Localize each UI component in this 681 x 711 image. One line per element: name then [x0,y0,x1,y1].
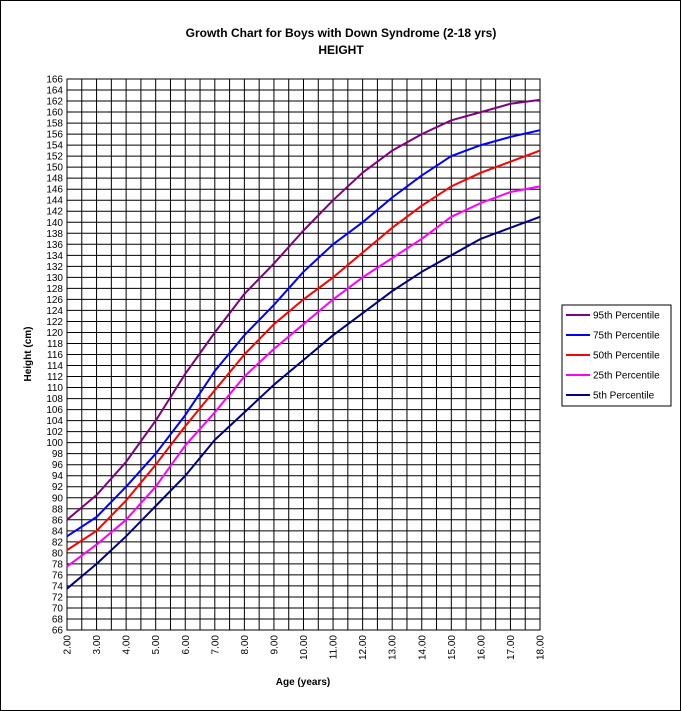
y-tick-label: 104 [46,416,63,427]
y-tick-label: 136 [46,240,63,251]
series-line-3 [66,149,541,551]
x-tick-label: 11.00 [329,635,340,660]
y-tick-label: 138 [46,229,63,240]
y-tick-label: 94 [52,471,64,482]
legend: 95th Percentile 75th Percentile 50th Perce… [561,304,672,407]
x-tick-label: 9.00 [269,635,280,655]
y-tick-label: 112 [47,372,63,383]
y-tick-label: 130 [46,273,63,284]
y-tick-label: 126 [46,295,63,306]
y-tick-label: 74 [52,581,64,592]
y-tick-label: 76 [52,570,64,581]
y-tick-label: 90 [52,493,64,504]
y-tick-label: 140 [46,218,63,229]
y-axis-label: Height (cm) [23,327,34,382]
x-tick-label: 12.00 [358,635,369,660]
y-tick-label: 162 [46,97,63,108]
x-tick-label: 13.00 [388,635,399,660]
plot-border [66,78,541,631]
y-tick-label: 158 [46,119,63,130]
y-tick-label: 164 [46,86,63,97]
series-line-2 [66,129,541,538]
x-tick-label: 18.00 [536,635,547,660]
x-tick-label: 10.00 [299,635,310,660]
chart-title: Growth Chart for Boys with Down Syndrome… [186,26,497,40]
legend-label: 75th Percentile [593,331,660,342]
y-tick-label: 142 [46,207,63,218]
y-tick-label: 150 [46,163,63,174]
y-tick-label: 108 [46,394,63,405]
y-tick-label: 96 [52,460,64,471]
x-tick-label: 14.00 [417,635,428,660]
series-line-1 [66,98,541,521]
x-tick-label: 17.00 [506,635,517,660]
y-tick-label: 88 [52,504,64,515]
y-tick-label: 82 [52,537,64,548]
x-tick-label: 2.00 [63,635,74,655]
y-tick-label: 98 [52,449,64,460]
x-tick-label: 7.00 [210,635,221,655]
y-tick-label: 122 [46,317,63,328]
legend-items: 95th Percentile 75th Percentile 50th Perce… [566,311,660,402]
y-tick-label: 66 [52,626,64,637]
series-line-5 [66,215,541,590]
y-axis-ticks: 6668707274767880828486889092949698100102… [46,75,63,637]
x-axis-label: Age (years) [276,677,330,688]
y-tick-label: 70 [52,603,64,614]
y-tick-label: 152 [46,152,63,163]
y-tick-label: 148 [46,174,63,185]
x-tick-label: 6.00 [181,635,192,655]
y-tick-label: 116 [47,350,63,361]
y-tick-label: 92 [52,482,64,493]
y-tick-label: 78 [52,559,64,570]
y-tick-label: 160 [46,108,63,119]
y-tick-label: 72 [52,592,64,603]
x-tick-label: 16.00 [476,635,487,660]
legend-label: 25th Percentile [593,371,660,382]
legend-label: 5th Percentile [593,391,655,402]
y-tick-label: 84 [52,526,64,537]
y-tick-label: 100 [46,438,63,449]
y-tick-label: 114 [47,361,63,372]
y-tick-label: 144 [46,196,63,207]
series-line-4 [66,185,541,568]
y-tick-label: 154 [46,141,63,152]
x-tick-label: 5.00 [151,635,162,655]
x-axis-ticks: 2.00 3.00 4.00 5.00 6.00 7.00 8.00 9.00 10.00 11.… [63,635,547,660]
y-tick-label: 166 [46,75,63,86]
series-lines [66,98,541,590]
y-tick-label: 86 [52,515,64,526]
x-tick-label: 4.00 [122,635,133,655]
y-tick-label: 124 [46,306,63,317]
y-tick-label: 110 [47,383,63,394]
y-tick-label: 80 [52,548,64,559]
y-tick-label: 118 [47,339,63,350]
y-tick-label: 132 [46,262,63,273]
x-tick-label: 3.00 [92,635,103,655]
y-tick-label: 128 [46,284,63,295]
legend-label: 50th Percentile [593,351,660,362]
y-tick-label: 146 [46,185,63,196]
y-tick-label: 120 [46,328,63,339]
y-tick-label: 134 [46,251,63,262]
y-tick-label: 156 [46,130,63,141]
x-tick-label: 15.00 [447,635,458,660]
y-tick-label: 102 [46,427,63,438]
legend-label: 95th Percentile [593,311,660,322]
chart-subtitle: HEIGHT [318,43,364,57]
x-tick-label: 8.00 [240,635,251,655]
y-tick-label: 106 [46,405,63,416]
y-tick-label: 68 [52,614,64,625]
